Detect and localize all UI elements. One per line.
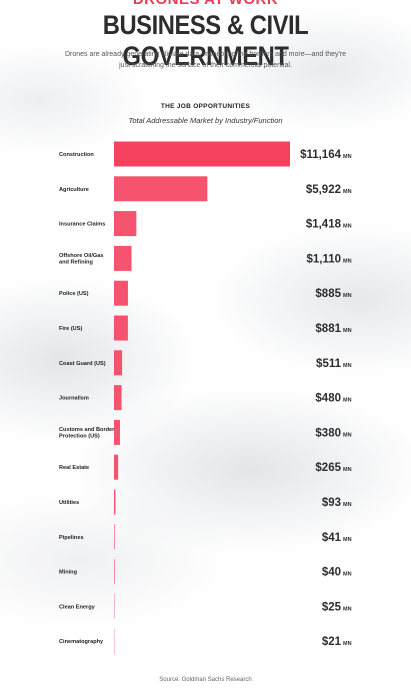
- value-label: $885: [315, 288, 341, 300]
- category-label: Fire (US): [59, 326, 82, 332]
- unit-label: MN: [343, 432, 352, 438]
- value-label: $1,110: [306, 253, 341, 265]
- unit-label: MN: [343, 641, 352, 647]
- page-subtitle: Drones are already generating climate da…: [64, 51, 347, 69]
- value-label: $40: [322, 567, 341, 579]
- category-label: Agriculture: [59, 187, 89, 193]
- chart-subtitle: Total Addressable Market by Industry/Fun…: [128, 116, 283, 125]
- bar: [114, 559, 115, 585]
- value-label: $511: [316, 358, 342, 370]
- unit-label: MN: [343, 398, 352, 404]
- bar: [114, 350, 123, 376]
- bar: [114, 419, 120, 445]
- value-label: $21: [322, 636, 342, 648]
- unit-label: MN: [343, 154, 352, 160]
- unit-label: MN: [343, 572, 352, 578]
- unit-label: MN: [343, 258, 352, 264]
- value-label: $1,418: [306, 219, 342, 231]
- category-label: Journalism: [59, 396, 89, 402]
- source-note: Source: Goldman Sachs Research: [159, 677, 252, 683]
- bar: [114, 454, 119, 480]
- unit-label: MN: [343, 224, 352, 230]
- category-label: Clean Energy: [59, 604, 96, 610]
- value-label: $881: [315, 323, 341, 335]
- unit-label: MN: [343, 293, 352, 299]
- value-label: $11,164: [300, 149, 342, 161]
- category-label: Cinematography: [59, 639, 104, 645]
- bar: [114, 280, 128, 306]
- unit-label: MN: [343, 606, 352, 612]
- unit-label: MN: [343, 467, 352, 473]
- category-label: Real Estate: [59, 465, 89, 471]
- value-label: $380: [315, 427, 341, 439]
- category-label: Coast Guard (US): [59, 361, 106, 367]
- category-label: Utilities: [59, 500, 79, 506]
- category-label: Construction: [59, 152, 94, 158]
- bar: [114, 211, 137, 237]
- category-label: Insurance Claims: [59, 222, 105, 228]
- value-label: $41: [322, 532, 342, 544]
- bar: [114, 489, 116, 515]
- bar: [114, 385, 122, 411]
- category-label: Pipelines: [59, 535, 84, 541]
- value-label: $5,922: [306, 184, 341, 196]
- page-title: BUSINESS & CIVIL GOVERNMENT: [102, 10, 309, 71]
- unit-label: MN: [343, 537, 352, 543]
- category-label: Offshore Oil/Gas and Refining: [59, 253, 103, 265]
- bar: [114, 524, 115, 550]
- kicker-heading: DRONES AT WORK: [0, 0, 411, 8]
- bar: [114, 141, 290, 167]
- chart-title: THE JOB OPPORTUNITIES: [160, 103, 251, 110]
- value-label: $93: [322, 497, 341, 509]
- unit-label: MN: [343, 189, 352, 195]
- category-label: Customs and Border Protection (US): [59, 427, 115, 439]
- value-label: $25: [322, 601, 342, 613]
- unit-label: MN: [343, 328, 352, 334]
- unit-label: MN: [343, 502, 352, 508]
- category-label: Police (US): [59, 291, 89, 297]
- value-label: $265: [315, 462, 341, 474]
- category-label: Mining: [59, 570, 78, 576]
- unit-label: MN: [343, 363, 352, 369]
- bar: [114, 315, 128, 341]
- value-label: $480: [315, 393, 341, 405]
- bar: [114, 176, 208, 202]
- bar: [114, 245, 132, 271]
